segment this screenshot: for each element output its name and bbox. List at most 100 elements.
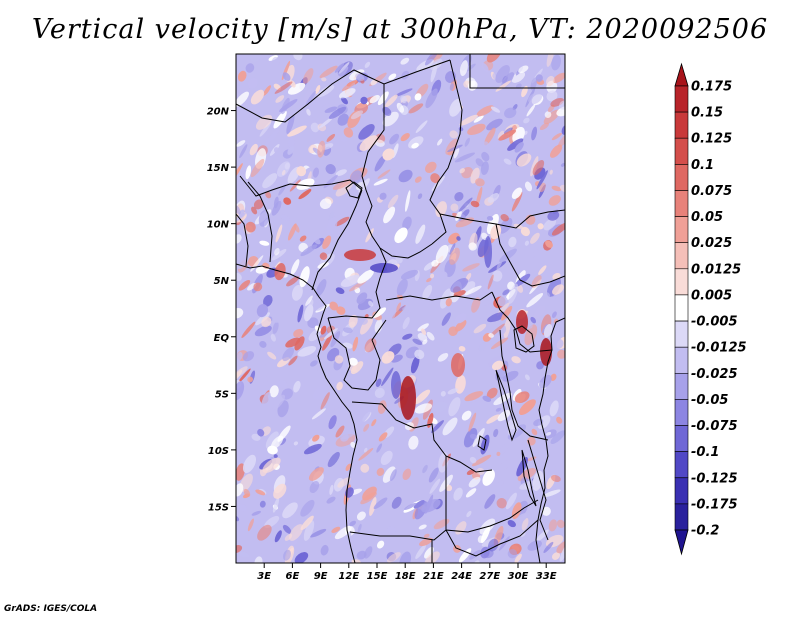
field-cell [236,545,243,554]
field-cell [523,117,530,124]
field-cell [453,290,466,297]
field-cell [530,156,539,177]
field-cell [551,185,562,192]
field-cell [254,556,263,563]
field-cell [296,166,307,177]
field-cell [372,307,387,318]
field-cell [262,457,281,473]
field-cell [293,54,303,61]
field-cell [326,216,338,236]
field-cell [373,178,388,186]
field-feature [451,353,465,377]
field-cell [259,240,270,246]
field-cell [508,236,517,248]
field-cell [424,184,431,193]
field-cell [249,54,262,62]
field-cell [507,549,518,559]
field-cell [500,214,509,222]
field-cell [376,443,383,453]
field-cell [293,441,299,446]
field-cell [316,85,335,98]
field-cell [247,376,254,383]
field-cell [256,304,269,318]
colorbar-segment [674,425,689,452]
field-cell [329,301,339,311]
field-cell [259,340,267,348]
field-cell [533,305,546,319]
field-cell [275,95,285,103]
colorbar-label: 0.05 [691,210,723,225]
field-cell [271,200,282,216]
field-cell [549,400,559,417]
border-angola-namibia [349,529,447,541]
field-cell [487,274,494,290]
border-drc-angola [351,401,493,473]
field-cell [257,524,272,541]
field-cell [460,60,468,77]
colorbar-label: 0.1 [691,158,714,173]
field-cell [328,106,347,119]
field-cell [500,306,513,321]
field-cell [282,72,291,81]
field-cell [313,236,321,245]
field-cell [368,300,374,307]
field-cell [369,95,380,104]
field-cell [486,414,500,424]
colorbar-segment [674,399,689,426]
field-cell [320,544,329,556]
field-cell [448,232,460,245]
field-cell [405,190,411,212]
field-cell [388,73,397,81]
field-cell [415,224,426,244]
lake-victoria [513,325,535,353]
field-cell [546,277,562,297]
field-cell [414,349,425,360]
colorbar-segment [674,137,689,165]
field-cell [556,416,563,424]
field-cell [265,191,272,199]
field-cell [280,214,290,222]
field-cell [236,352,243,361]
field-cell [303,87,314,106]
colorbar-segment [674,294,689,322]
field-cell [415,544,426,560]
field-cell [498,129,517,141]
field-cell [334,63,345,73]
field-cell [365,228,374,243]
field-cell [350,110,364,120]
field-cell [288,355,298,366]
lake-chad [345,181,363,199]
lon-label: 24E [451,571,472,582]
field-cell [514,141,524,153]
field-cell [545,240,553,248]
field-cell [455,210,462,221]
field-cell [374,139,385,147]
field-cell [549,144,563,158]
field-cell [294,552,309,563]
field-cell [360,318,368,325]
field-cell [276,161,291,177]
velocity-field [236,54,565,563]
field-cell [287,125,307,137]
colorbar-segment [674,190,689,217]
field-cell [332,179,352,190]
field-cell [408,103,424,114]
field-cell [560,162,565,167]
field-cell [455,375,466,394]
field-cell [247,77,258,89]
field-cell [482,469,495,486]
coastline-east-africa [535,317,565,563]
field-cell [396,278,408,296]
field-cell [382,148,395,161]
field-cell [428,467,439,483]
field-cell [492,270,503,282]
field-cell [439,271,448,280]
field-cell [358,409,372,426]
field-cell [319,117,333,129]
lon-label: 15E [367,571,388,582]
field-cell [236,463,245,481]
field-cell [459,168,465,174]
country-borders [236,54,565,563]
field-cell [550,373,557,381]
field-cell [282,502,298,519]
